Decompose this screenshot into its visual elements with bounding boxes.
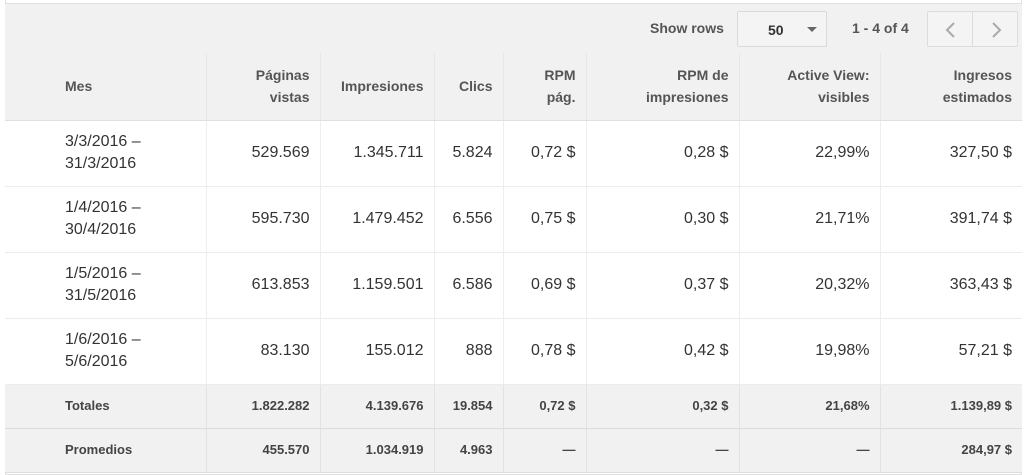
chevron-right-icon [992,22,1002,38]
rpm-impresiones-total: 0,32 $ [586,384,740,429]
averages-row: Promedios 455.570 1.034.919 4.963 — — — … [5,428,1022,473]
period-cell: 1/4/2016 –30/4/2016 [5,186,207,253]
ingresos-cell: 57,21 $ [880,318,1022,385]
ingresos-cell: 363,43 $ [880,252,1022,319]
header-clics[interactable]: Clics [434,53,504,121]
active-view-cell: 19,98% [739,318,881,385]
table-row: 1/6/2016 –5/6/2016 83.130 155.012 888 0,… [5,318,1022,385]
rows-per-page-select[interactable]: 50 [737,11,827,47]
paginas-vistas-average: 455.570 [206,428,321,473]
pagination-range: 1 - 4 of 4 [852,20,909,36]
clics-cell: 6.556 [434,186,504,253]
rpm-pag-total: 0,72 $ [503,384,587,429]
header-impresiones[interactable]: Impresiones [320,53,435,121]
rpm-pag-cell: 0,78 $ [503,318,587,385]
impresiones-cell: 1.479.452 [320,186,435,253]
totals-row: Totales 1.822.282 4.139.676 19.854 0,72 … [5,384,1022,429]
previous-page-button[interactable] [927,11,973,47]
earnings-table: Mes Páginas vistas Impresiones Clics RPM p… [5,53,1022,473]
rpm-pag-cell: 0,75 $ [503,186,587,253]
rpm-impresiones-cell: 0,28 $ [586,120,740,187]
ingresos-average: 284,97 $ [880,428,1022,473]
table-row: 1/5/2016 –31/5/2016 613.853 1.159.501 6.… [5,252,1022,319]
paginas-vistas-cell: 83.130 [206,318,321,385]
active-view-total: 21,68% [739,384,881,429]
active-view-cell: 20,32% [739,252,881,319]
rpm-impresiones-average: — [586,428,740,473]
paginas-vistas-cell: 613.853 [206,252,321,319]
chevron-left-icon [945,22,955,38]
active-view-cell: 21,71% [739,186,881,253]
paginas-vistas-cell: 595.730 [206,186,321,253]
impresiones-cell: 1.159.501 [320,252,435,319]
header-paginas-vistas[interactable]: Páginas vistas [206,53,321,121]
period-cell: 1/6/2016 –5/6/2016 [5,318,207,385]
active-view-average: — [739,428,881,473]
rpm-impresiones-cell: 0,37 $ [586,252,740,319]
ingresos-cell: 391,74 $ [880,186,1022,253]
clics-cell: 6.586 [434,252,504,319]
header-mes[interactable]: Mes [5,53,207,121]
rpm-impresiones-cell: 0,42 $ [586,318,740,385]
clics-cell: 5.824 [434,120,504,187]
table-row: 1/4/2016 –30/4/2016 595.730 1.479.452 6.… [5,186,1022,253]
rpm-pag-cell: 0,72 $ [503,120,587,187]
rpm-pag-average: — [503,428,587,473]
table-header-row: Mes Páginas vistas Impresiones Clics RPM p… [5,53,1022,121]
impresiones-average: 1.034.919 [320,428,435,473]
paginas-vistas-cell: 529.569 [206,120,321,187]
impresiones-cell: 1.345.711 [320,120,435,187]
paginas-vistas-total: 1.822.282 [206,384,321,429]
active-view-cell: 22,99% [739,120,881,187]
rows-per-page-value: 50 [768,22,784,38]
ingresos-cell: 327,50 $ [880,120,1022,187]
clics-cell: 888 [434,318,504,385]
table-toolbar: Show rows 50 1 - 4 of 4 [5,3,1022,53]
ingresos-total: 1.139,89 $ [880,384,1022,429]
header-ingresos-estimados[interactable]: Ingresos estimados [880,53,1022,121]
impresiones-total: 4.139.676 [320,384,435,429]
clics-total: 19.854 [434,384,504,429]
clics-average: 4.963 [434,428,504,473]
chevron-down-icon [807,27,817,32]
table-row: 3/3/2016 –31/3/2016 529.569 1.345.711 5.… [5,120,1022,187]
period-cell: 3/3/2016 –31/3/2016 [5,120,207,187]
header-rpm-impresiones[interactable]: RPM de impresiones [586,53,740,121]
impresiones-cell: 155.012 [320,318,435,385]
averages-label: Promedios [5,428,207,473]
next-page-button[interactable] [972,11,1018,47]
header-rpm-pag[interactable]: RPM pág. [503,53,587,121]
show-rows-label: Show rows [650,20,724,36]
header-active-view[interactable]: Active View: visibles [739,53,881,121]
rpm-impresiones-cell: 0,30 $ [586,186,740,253]
rpm-pag-cell: 0,69 $ [503,252,587,319]
period-cell: 1/5/2016 –31/5/2016 [5,252,207,319]
totals-label: Totales [5,384,207,429]
